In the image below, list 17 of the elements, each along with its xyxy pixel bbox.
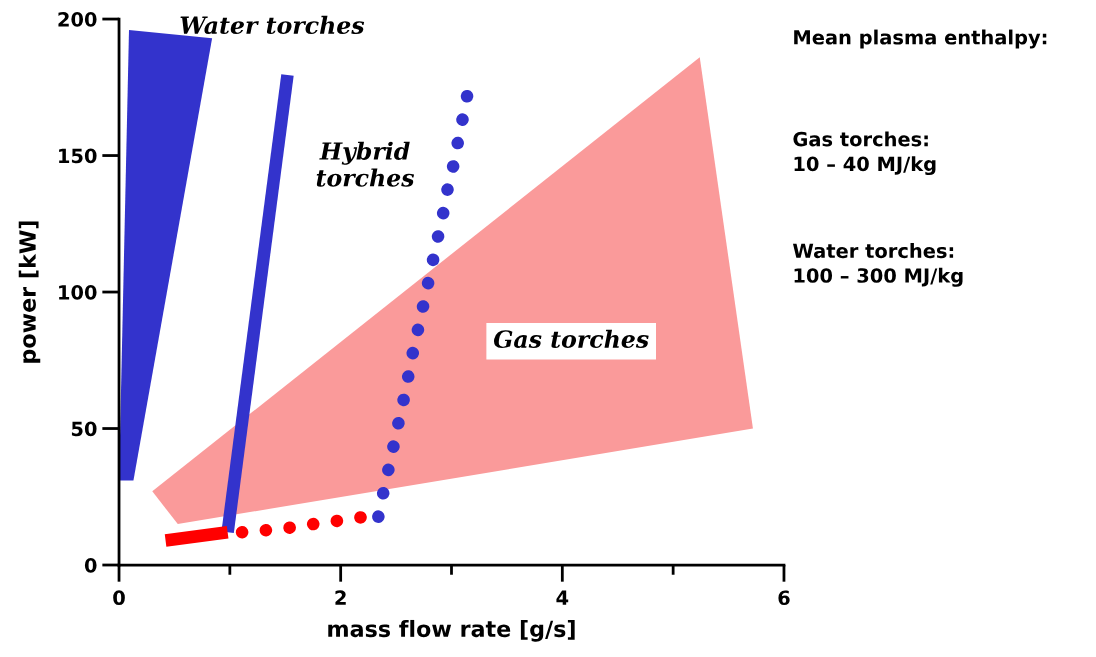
text: Gas torches: 10 – 40 MJ/kg	[793, 131, 936, 176]
text: Mean plasma enthalpy:	[794, 29, 1047, 49]
x-tick-label: 4	[556, 590, 569, 605]
y-tick-label: 50	[71, 421, 97, 437]
y-tick-label: 200	[58, 12, 97, 27]
y-tick-label: 150	[59, 148, 97, 164]
annotation: Hybrid torches	[316, 141, 415, 187]
y-tick-label: 0	[84, 557, 97, 573]
x-axis-title: mass flow rate [g/s]	[328, 619, 575, 642]
y-tick-label: 100	[59, 284, 97, 300]
x-tick-label: 0	[113, 590, 125, 606]
annotation: Gas torches	[493, 329, 649, 349]
annotation: Water torches	[180, 15, 365, 35]
x-tick-label: 6	[778, 590, 790, 606]
x-tick-label: 2	[335, 590, 346, 605]
text: Water torches: 100 – 300 MJ/kg	[792, 243, 963, 287]
y-axis-title: power [kW]	[18, 221, 41, 363]
